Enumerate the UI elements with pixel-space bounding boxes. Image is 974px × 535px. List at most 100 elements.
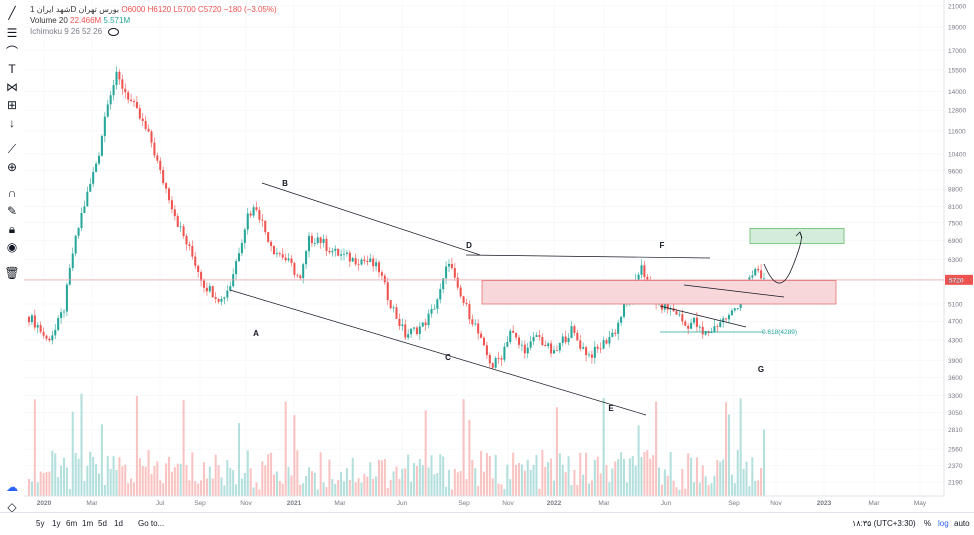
volume-bar: [494, 454, 497, 496]
visibility-icon[interactable]: [108, 27, 120, 36]
measure-icon[interactable]: ⊞: [6, 98, 18, 112]
trash-icon[interactable]: 🗑︎: [4, 266, 20, 280]
brush-icon[interactable]: ⌒: [5, 44, 18, 59]
candle-body: [147, 128, 150, 132]
fib-label: 0.618(4289): [762, 329, 797, 336]
interval[interactable]: 1D: [30, 5, 77, 14]
volume-bar: [622, 458, 626, 496]
candle-body: [482, 337, 486, 346]
volume-bar: [144, 466, 147, 496]
wave-label-B: B: [282, 179, 288, 188]
auto-toggle[interactable]: auto: [954, 519, 970, 528]
volume-bar: [442, 456, 445, 496]
pattern-icon[interactable]: ⋈: [6, 80, 18, 94]
symbol-name[interactable]: شهد ایران: [36, 5, 71, 14]
volume-bar: [97, 473, 101, 496]
volume-bar: [547, 462, 550, 496]
goto-button[interactable]: Go to...: [138, 519, 165, 528]
ruler-icon[interactable]: ⟋: [7, 141, 17, 156]
candle-body: [267, 232, 270, 242]
expand-icon[interactable]: ◇: [7, 500, 17, 514]
percent-toggle[interactable]: %: [924, 519, 932, 528]
candle-body: [593, 346, 596, 358]
volume-bar: [739, 398, 742, 496]
volume-bar: [211, 478, 214, 496]
volume-bar: [223, 485, 226, 496]
volume-bar: [310, 471, 313, 496]
volume-bar: [517, 463, 521, 496]
volume-bar: [124, 464, 127, 496]
volume-bar: [570, 485, 573, 496]
volume-bar: [687, 453, 690, 496]
eye-icon[interactable]: ◉: [6, 240, 18, 254]
zoom-icon[interactable]: ⊕: [6, 160, 18, 174]
candle-body: [159, 160, 162, 170]
range-1d[interactable]: 1d: [114, 519, 123, 528]
volume-bar: [593, 459, 596, 496]
candle-body: [398, 318, 401, 326]
candle-body: [39, 325, 42, 332]
cursor-line-icon[interactable]: ╱: [8, 6, 16, 20]
price-axis[interactable]: 2190 2370 2560 2810 3050 3300 3600 3900 4300 4700…: [943, 0, 966, 496]
time-axis[interactable]: 2020 Mar Jul Sep Nov 2021 Mar Jun Sep Nov 2022 Mar J…: [24, 495, 944, 507]
price-tick-label: 4700: [948, 319, 963, 326]
price-chart[interactable]: 5720 0.618(4289) A B C D E F G 2190 2370 2560 2810 3…: [24, 0, 974, 512]
range-6m[interactable]: 6m: [66, 519, 78, 528]
candle-body: [319, 237, 322, 243]
magnet-icon[interactable]: ∩: [7, 186, 17, 200]
wave-label-C: C: [445, 353, 451, 362]
wedge-top-line: [683, 284, 785, 298]
price-tick-label: 11600: [948, 128, 966, 135]
horizontal-lines-icon[interactable]: ☰: [6, 26, 18, 40]
candle-body: [523, 344, 526, 354]
range-1m[interactable]: 1m: [82, 519, 94, 528]
current-price-tag: [945, 274, 973, 285]
log-toggle[interactable]: log: [938, 519, 949, 528]
lock-draw-icon[interactable]: ✎: [6, 204, 18, 218]
lock-icon[interactable]: 🔒︎: [8, 221, 16, 236]
candle-body: [153, 142, 156, 156]
volume-bar: [404, 468, 407, 496]
volume-bar: [360, 482, 363, 496]
candle-body: [124, 88, 127, 93]
candle-body: [620, 316, 623, 323]
volume-bar: [436, 473, 439, 496]
volume-label[interactable]: Volume 20: [30, 16, 68, 25]
candle-body: [109, 95, 112, 105]
volume-bar: [319, 452, 322, 496]
candle-body: [643, 265, 646, 277]
ichimoku-label[interactable]: Ichimoku 9 26 52 26: [30, 27, 103, 36]
volume-bar: [745, 461, 748, 496]
candle-body: [380, 272, 383, 276]
candle-body: [465, 302, 468, 304]
time-tick-label: Nov: [240, 500, 252, 507]
time-tick-label: Sep: [458, 500, 470, 507]
current-price-label: 5720: [949, 277, 964, 284]
range-1y[interactable]: 1y: [52, 519, 61, 528]
text-icon[interactable]: T: [8, 62, 16, 76]
range-5d[interactable]: 5d: [98, 519, 107, 528]
volume-bar: [424, 410, 427, 496]
volume-bar: [92, 456, 95, 496]
open-value: O6000: [121, 5, 146, 14]
candle-body: [637, 274, 640, 280]
cloud-icon[interactable]: ☁: [6, 480, 18, 494]
volume-bar: [625, 482, 628, 496]
volume-bar: [328, 459, 331, 496]
volume-bar: [529, 469, 532, 496]
candle-body: [226, 290, 229, 298]
candle-body: [118, 71, 121, 80]
arrow-down-icon[interactable]: ↓: [9, 116, 15, 130]
candle-body: [71, 253, 74, 269]
range-5y[interactable]: 5y: [36, 519, 45, 528]
candle-body: [558, 342, 561, 351]
candle-body: [272, 245, 276, 255]
candle-body: [614, 332, 617, 334]
volume-bar: [162, 483, 165, 496]
timezone-clock[interactable]: ۱۸:۳۵ (UTC+3:30): [852, 519, 916, 528]
candle-body: [404, 324, 407, 338]
candle-body: [57, 318, 60, 330]
projection-arrowhead: [795, 231, 803, 239]
volume-bar: [127, 483, 130, 496]
wave-label-E: E: [608, 404, 614, 413]
